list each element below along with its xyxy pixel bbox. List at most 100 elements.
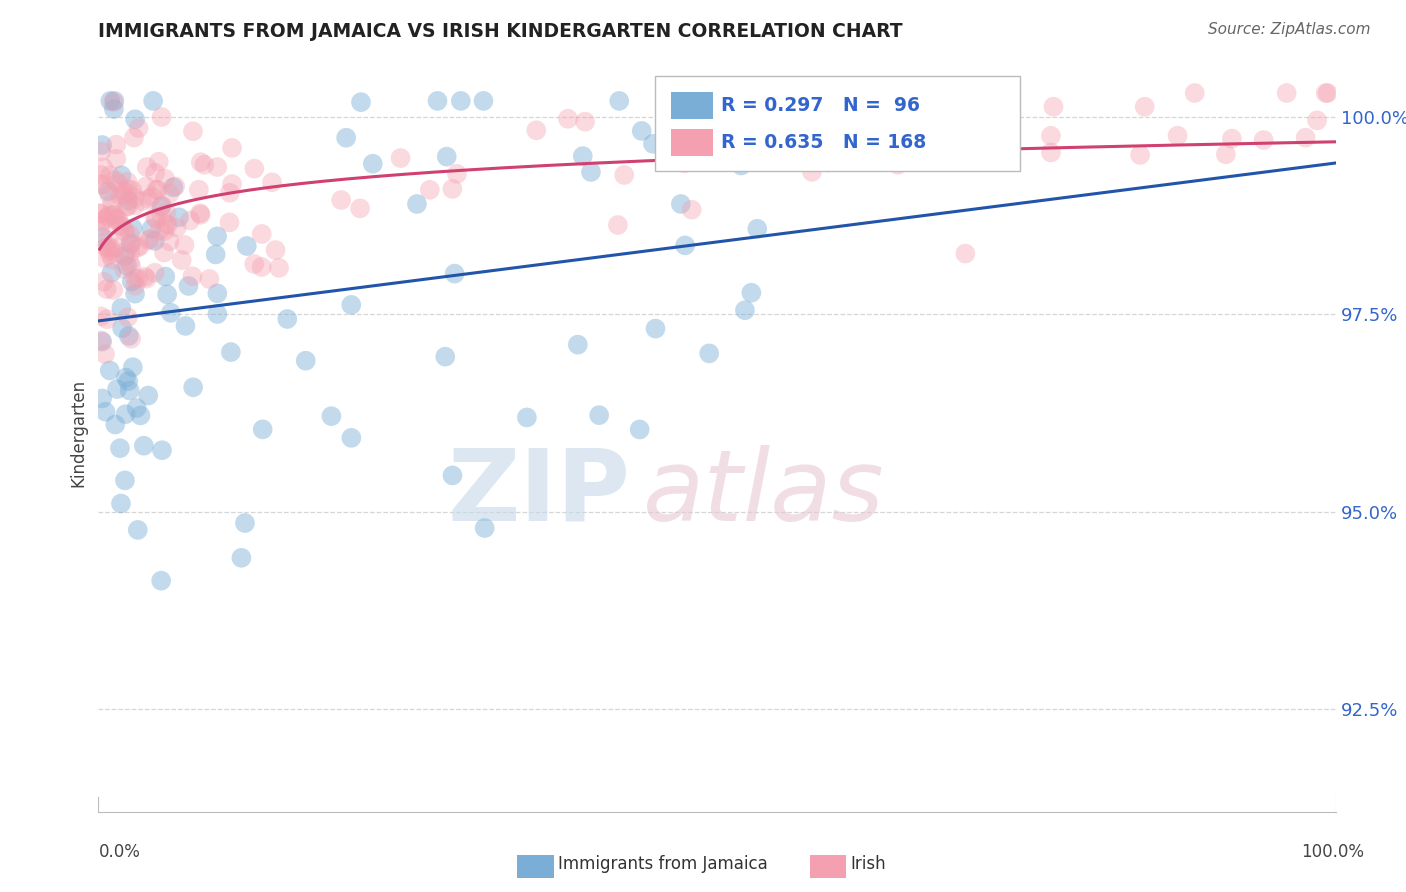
Point [236, 239, 259, 253]
Point [443, 267, 465, 281]
Point [141, 222, 163, 236]
Point [613, 168, 636, 182]
Point [118, 329, 141, 343]
Point [193, 158, 215, 172]
Point [474, 521, 496, 535]
Point [132, 439, 155, 453]
Point [145, 211, 167, 226]
Point [117, 175, 139, 189]
Point [105, 137, 128, 152]
Point [174, 318, 197, 333]
Point [218, 186, 240, 200]
Point [114, 188, 136, 202]
Point [150, 574, 173, 588]
Point [103, 95, 125, 109]
Point [91, 392, 114, 406]
Point [138, 192, 160, 206]
Point [204, 247, 226, 261]
Point [148, 154, 170, 169]
Point [349, 202, 371, 216]
Point [1184, 86, 1206, 100]
Text: 100.0%: 100.0% [1301, 843, 1364, 861]
Point [91, 334, 114, 349]
Point [117, 310, 139, 325]
Point [98, 363, 121, 377]
Point [91, 230, 114, 244]
Point [252, 422, 274, 436]
Point [669, 197, 692, 211]
FancyBboxPatch shape [655, 77, 1021, 171]
Point [734, 303, 756, 318]
Point [221, 141, 243, 155]
Point [190, 208, 212, 222]
Point [887, 158, 910, 172]
Point [167, 211, 190, 225]
Point [121, 221, 143, 235]
Point [138, 233, 160, 247]
Point [103, 94, 125, 108]
Point [150, 209, 173, 223]
Point [98, 208, 121, 222]
Point [872, 99, 894, 113]
Point [121, 275, 143, 289]
Point [221, 177, 243, 191]
Point [218, 215, 240, 229]
Point [112, 223, 135, 237]
FancyBboxPatch shape [671, 92, 713, 120]
Point [90, 310, 112, 324]
Point [114, 474, 136, 488]
Point [93, 251, 115, 265]
Point [91, 161, 114, 175]
Point [100, 241, 122, 255]
Point [143, 211, 166, 225]
Point [141, 189, 163, 203]
Point [124, 191, 146, 205]
Point [673, 238, 696, 252]
Point [579, 165, 602, 179]
Point [571, 149, 593, 163]
Point [233, 516, 256, 530]
Point [831, 149, 853, 163]
Point [243, 161, 266, 176]
Point [1220, 131, 1243, 145]
Point [120, 235, 142, 250]
Point [105, 382, 128, 396]
Point [207, 160, 229, 174]
Point [110, 169, 132, 183]
Point [120, 236, 142, 251]
Point [120, 227, 142, 242]
Point [115, 200, 138, 214]
Point [124, 278, 146, 293]
Point [114, 225, 136, 239]
Point [90, 219, 112, 234]
Point [574, 114, 596, 128]
Point [205, 229, 228, 244]
Point [110, 301, 132, 315]
Point [159, 234, 181, 248]
Point [96, 312, 118, 326]
Point [127, 241, 149, 255]
Point [142, 94, 165, 108]
Point [150, 443, 173, 458]
Point [434, 350, 457, 364]
Point [188, 206, 211, 220]
Point [330, 193, 353, 207]
Point [389, 151, 412, 165]
Point [150, 110, 173, 124]
Point [683, 127, 706, 141]
Point [181, 269, 204, 284]
Point [143, 166, 166, 180]
Point [94, 405, 117, 419]
Point [955, 246, 977, 260]
Point [340, 431, 363, 445]
Point [107, 212, 129, 227]
Point [690, 94, 713, 108]
Point [1042, 100, 1064, 114]
Point [419, 183, 441, 197]
Point [426, 94, 449, 108]
Point [93, 212, 115, 227]
Point [446, 167, 468, 181]
Point [153, 224, 176, 238]
Point [155, 217, 177, 231]
Point [115, 370, 138, 384]
